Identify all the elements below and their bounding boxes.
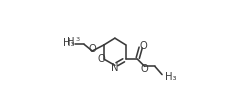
Text: O: O <box>88 44 96 54</box>
Text: N: N <box>111 63 119 73</box>
Text: H: H <box>67 37 75 47</box>
Text: O: O <box>139 41 147 51</box>
Text: O: O <box>141 64 149 74</box>
Text: O: O <box>97 54 105 64</box>
Text: H₃: H₃ <box>165 72 176 82</box>
Text: H₃: H₃ <box>63 38 75 48</box>
Text: 3: 3 <box>76 37 80 42</box>
